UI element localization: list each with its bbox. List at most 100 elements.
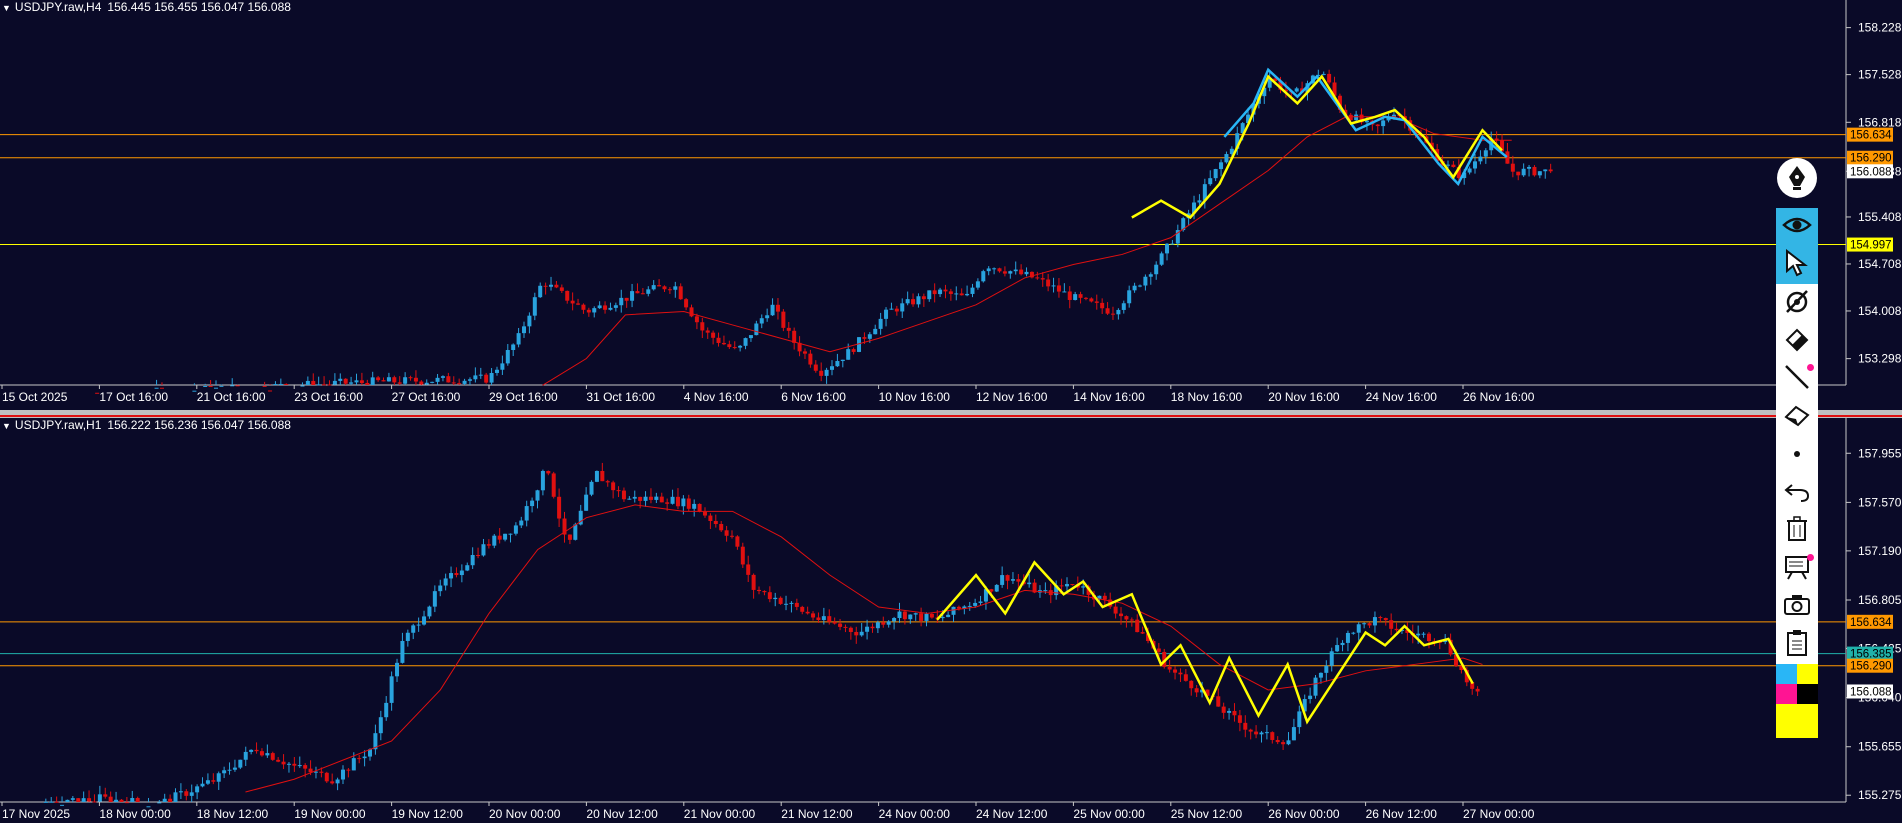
candle [997,267,1002,273]
toolbar-point-button[interactable] [1776,436,1818,474]
candle [1019,264,1024,276]
toolbar-delete-button[interactable] [1776,512,1818,550]
color-swatch[interactable] [1776,664,1797,684]
candle [608,302,613,311]
x-tick-label: 6 Nov 16:00 [781,390,846,404]
x-tick-label: 21 Nov 12:00 [781,807,853,821]
highlighter-icon [1783,326,1811,357]
indicator-dot [1807,554,1814,561]
collapse-triangle-icon[interactable]: ▼ [2,3,11,13]
candle [1356,622,1361,641]
toolbar-eraser-button[interactable] [1776,398,1818,436]
chart-pane-h1[interactable]: 157.955157.570157.190156.805156.425156.0… [0,418,1902,823]
chart-svg-h4[interactable]: 158.228 157.528 156.818 156.088 155.408 154.7… [0,0,1902,410]
candle [92,794,97,803]
candle [738,344,743,352]
candle [454,567,459,578]
candle [1516,171,1521,181]
toolbar-line-button[interactable] [1776,360,1818,398]
toolbar-eye-button[interactable] [1776,208,1818,246]
candle [721,335,726,346]
candle [632,490,637,503]
candle [586,307,591,317]
candle [114,791,119,802]
candle [816,612,821,623]
candle [340,765,345,785]
candle [1013,261,1018,275]
candle [802,348,807,359]
candle [730,530,735,539]
candle [702,507,707,518]
toolbar-clipboard-button[interactable] [1776,626,1818,664]
candle [1275,736,1280,745]
toolbar-hide-eye-button[interactable] [1776,284,1818,322]
candle [1202,178,1207,209]
candle [276,757,281,763]
toolbar-cursor-button[interactable] [1776,246,1818,284]
cursor-icon [1784,248,1810,282]
candle [1264,724,1269,740]
x-tick-label: 18 Nov 00:00 [99,807,171,821]
fountain-pen-icon[interactable] [1777,158,1817,198]
candle [516,327,521,348]
candle [1129,617,1134,627]
candle [1467,166,1472,175]
chart-svg-h1[interactable]: 157.955157.570157.190156.805156.425156.0… [0,418,1902,823]
candle [1340,640,1345,652]
candle [508,533,513,543]
color-swatch[interactable] [1797,664,1818,684]
candle [1362,622,1367,629]
candle [1297,705,1302,734]
level-price-tag [1847,658,1893,673]
x-tick-label: 21 Nov 00:00 [684,807,756,821]
candle [1137,284,1142,288]
color-swatch[interactable] [1797,684,1818,704]
candle [108,791,113,802]
candle [1286,732,1291,746]
candle [978,595,983,605]
candle [827,609,832,625]
candle [249,749,254,755]
candle [227,762,232,775]
candle [1426,631,1431,649]
candle [743,337,748,350]
candle [386,372,391,382]
toolbar-board-button[interactable] [1776,550,1818,588]
candle [640,288,645,295]
candle [532,292,537,321]
candle [1372,611,1377,633]
candle [440,375,445,382]
color-swatch[interactable] [1776,704,1818,738]
candle [1221,702,1226,719]
candle [273,381,278,386]
color-swatch[interactable] [1776,684,1797,704]
toolbar-undo-button[interactable] [1776,474,1818,512]
candle [346,768,351,778]
candle [524,500,529,527]
candle [1035,271,1040,280]
candle [946,611,951,618]
x-tick-label: 19 Nov 00:00 [294,807,366,821]
candle [259,748,264,757]
candle [1224,151,1229,164]
candle [1008,270,1013,279]
candle [835,353,840,368]
candle [824,367,829,384]
candle [911,293,916,307]
candle [49,797,54,803]
toolbar-highlighter-button[interactable] [1776,322,1818,360]
candle [351,752,356,771]
candle [781,309,786,332]
x-tick-label: 20 Nov 12:00 [586,807,658,821]
toolbar-screenshot-button[interactable] [1776,588,1818,626]
candle [376,375,381,382]
candle [1162,648,1167,669]
y-tick-label: 155.275 [1858,788,1902,802]
candle [357,754,362,764]
candle [1329,647,1334,672]
pane-separator[interactable] [0,410,1902,418]
chart-pane-h4[interactable]: 158.228 157.528 156.818 156.088 155.408 154.7… [0,0,1902,410]
candle [805,606,810,615]
collapse-triangle-icon[interactable]: ▼ [2,421,11,431]
y-tick-label: 154.008 [1858,304,1902,318]
